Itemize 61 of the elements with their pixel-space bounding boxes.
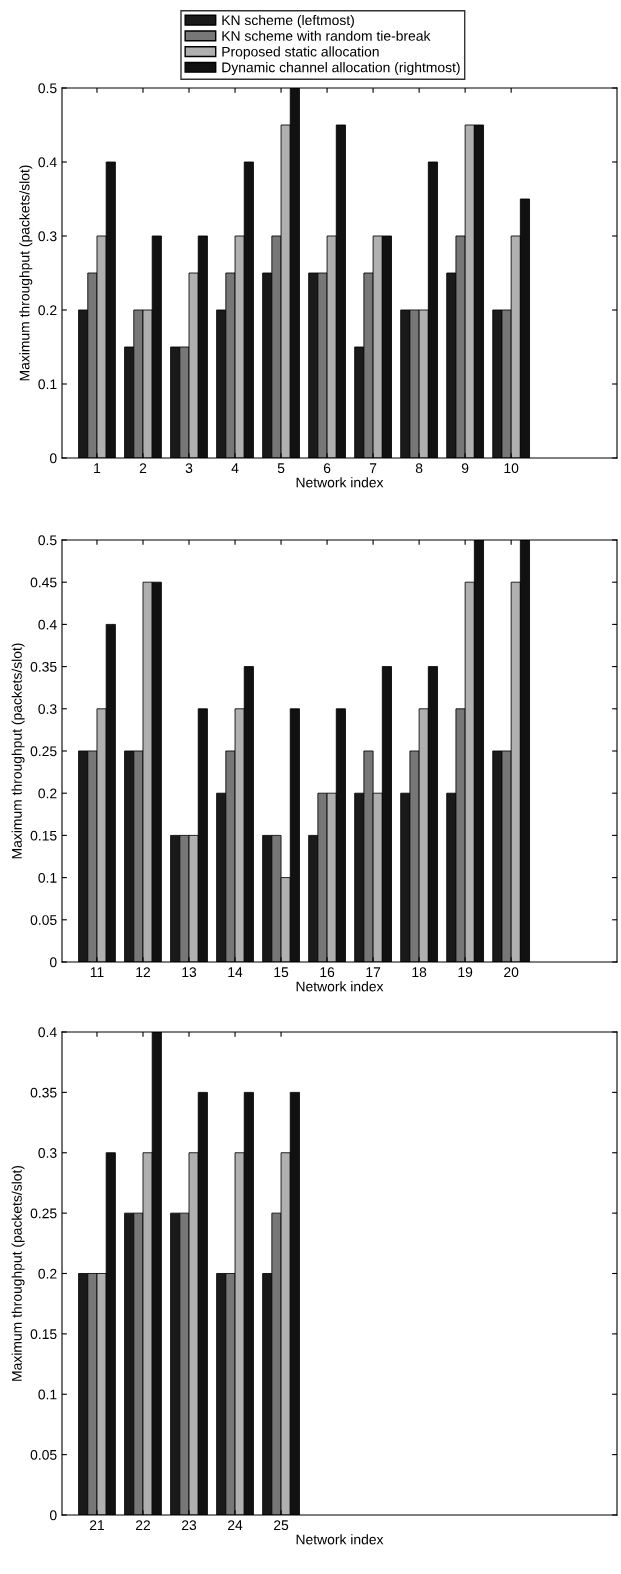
x-tick-label: 24 bbox=[228, 1520, 243, 1530]
x-tick-label: 9 bbox=[461, 463, 469, 474]
x-tick-label: 8 bbox=[415, 463, 423, 474]
x-tick-label: 22 bbox=[135, 1520, 151, 1530]
y-tick-label: 0.25 bbox=[30, 746, 57, 757]
legend-label: Dynamic channel allocation (rightmost) bbox=[222, 62, 460, 76]
legend-label: Proposed static allocation bbox=[222, 46, 379, 60]
y-tick-label: 0.5 bbox=[38, 535, 57, 546]
x-tick-label: 3 bbox=[185, 463, 193, 474]
x-tick-label: 19 bbox=[458, 967, 473, 978]
x-tick-label: 21 bbox=[89, 1520, 105, 1530]
y-tick-label: 0.3 bbox=[38, 704, 57, 714]
y-tick-label: 0.35 bbox=[30, 1087, 57, 1098]
y-tick-label: 0.1 bbox=[38, 872, 57, 883]
y-tick-label: 0.4 bbox=[38, 157, 57, 168]
y-tick-label: 0.2 bbox=[38, 788, 57, 799]
y-tick-label: 0.1 bbox=[38, 379, 57, 390]
x-tick-label: 13 bbox=[182, 967, 197, 978]
x-tick-label: 16 bbox=[320, 967, 335, 978]
x-tick-label: 5 bbox=[277, 463, 285, 474]
y-tick-label: 0.25 bbox=[30, 1208, 57, 1219]
y-tick-label: 0.15 bbox=[30, 1329, 57, 1340]
y-tick-label: 0.2 bbox=[38, 305, 57, 316]
x-tick-label: 25 bbox=[274, 1520, 289, 1531]
x-tick-label: 6 bbox=[323, 463, 331, 474]
x-tick-label: 20 bbox=[504, 967, 519, 978]
y-tick-label: 0.4 bbox=[38, 619, 57, 630]
x-tick-label: 10 bbox=[504, 463, 519, 474]
y-axis-title: Maximum throughput (packets/slot) bbox=[11, 1165, 25, 1381]
y-axis-title: Maximum throughput (packets/slot) bbox=[11, 643, 25, 859]
x-tick-label: 23 bbox=[181, 1520, 197, 1531]
x-tick-label: 1 bbox=[94, 463, 101, 473]
x-axis-title: Network index bbox=[296, 981, 384, 992]
y-tick-label: 0 bbox=[49, 453, 57, 464]
y-tick-label: 0.05 bbox=[30, 915, 57, 925]
y-tick-label: 0.3 bbox=[38, 1148, 57, 1158]
y-tick-label: 0 bbox=[49, 957, 57, 968]
y-tick-label: 0.1 bbox=[38, 1389, 57, 1400]
x-tick-label: 12 bbox=[136, 967, 151, 977]
x-tick-label: 14 bbox=[228, 967, 243, 977]
y-tick-label: 0.5 bbox=[38, 83, 57, 94]
y-tick-label: 0.4 bbox=[38, 1027, 57, 1038]
y-tick-label: 0 bbox=[49, 1510, 57, 1521]
x-tick-label: 11 bbox=[90, 967, 104, 977]
y-axis-title: Maximum throughput (packets/slot) bbox=[19, 165, 33, 381]
x-tick-label: 7 bbox=[369, 463, 377, 473]
y-tick-label: 0.15 bbox=[30, 830, 57, 841]
y-tick-label: 0.35 bbox=[30, 661, 57, 672]
x-axis-title: Network index bbox=[296, 1534, 384, 1545]
y-tick-label: 0.05 bbox=[30, 1449, 57, 1460]
x-tick-label: 17 bbox=[366, 967, 381, 977]
legend-label: KN scheme (leftmost) bbox=[222, 14, 354, 28]
legend-label: KN scheme with random tie-break bbox=[222, 30, 431, 41]
y-tick-label: 0.3 bbox=[38, 231, 57, 242]
x-tick-label: 2 bbox=[139, 463, 147, 473]
x-axis-title: Network index bbox=[296, 477, 384, 488]
x-tick-label: 18 bbox=[412, 967, 427, 978]
x-tick-label: 4 bbox=[231, 463, 239, 473]
y-tick-label: 0.45 bbox=[30, 577, 57, 588]
y-tick-label: 0.2 bbox=[38, 1268, 57, 1279]
x-tick-label: 15 bbox=[274, 967, 289, 978]
